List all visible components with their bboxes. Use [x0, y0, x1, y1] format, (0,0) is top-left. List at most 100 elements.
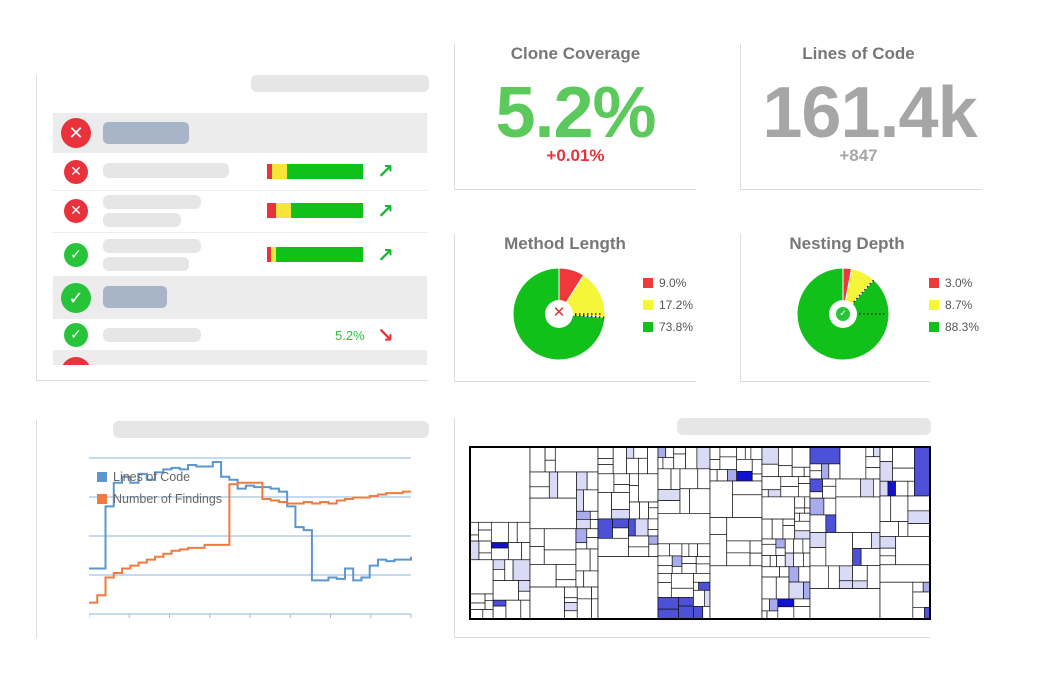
check-group-partial[interactable]	[53, 351, 427, 365]
treemap-cell	[892, 446, 915, 469]
treemap-cell	[583, 570, 599, 588]
treemap-cell	[777, 598, 795, 608]
check-row[interactable]: ✕ ↗	[53, 153, 427, 191]
card-title: Lines of Code	[802, 44, 915, 63]
row-value: 5.2%	[335, 328, 365, 343]
treemap-cell	[670, 573, 694, 589]
row-label-placeholder	[103, 239, 201, 253]
treemap-cell	[803, 466, 811, 478]
lines-of-code-card[interactable]: Lines of Code 161.4k +847	[740, 44, 982, 190]
treemap-cell	[788, 581, 804, 600]
treemap-cell	[732, 480, 763, 496]
code-treemap[interactable]	[469, 446, 931, 622]
treemap-cell	[791, 466, 805, 478]
treemap-cell	[804, 496, 811, 509]
treemap-cell	[669, 543, 683, 557]
treemap-cell	[782, 525, 796, 540]
treemap-cell	[626, 457, 639, 475]
treemap-cell	[575, 542, 588, 550]
treemap-cell	[809, 491, 823, 499]
treemap-cell	[704, 589, 711, 607]
check-row[interactable]: ✓ ↗	[53, 233, 427, 277]
treemap-cell	[719, 456, 738, 471]
treemap-cell	[586, 471, 599, 491]
treemap-cell	[809, 514, 827, 533]
close-icon: ✕	[61, 118, 91, 148]
check-group-passed[interactable]: ✓	[53, 277, 427, 319]
treemap-cell	[648, 507, 659, 520]
treemap-cell	[803, 581, 811, 600]
treemap-cell	[648, 501, 659, 509]
treemap-cell	[912, 581, 924, 593]
treemap-cell	[736, 471, 753, 482]
treemap-cell	[516, 521, 531, 543]
row-label-placeholder	[103, 328, 201, 342]
treemap-cell	[478, 521, 492, 531]
treemap-cell	[529, 486, 550, 499]
treemap-cell	[693, 606, 704, 620]
treemap-cell	[761, 576, 777, 600]
treemap-cell	[670, 468, 681, 490]
treemap-cell	[794, 507, 805, 514]
treemap-cell	[529, 528, 545, 548]
treemap-cell	[793, 538, 804, 554]
treemap-cell	[784, 538, 795, 554]
check-row[interactable]: ✕ ↗	[53, 191, 427, 233]
treemap-cell	[780, 486, 799, 498]
treemap-cell	[778, 446, 793, 467]
treemap-cell	[492, 569, 506, 581]
treemap-cell	[492, 580, 519, 601]
treemap-cell	[665, 446, 675, 458]
treemap-cell	[809, 463, 823, 472]
row-sublabel-placeholder	[103, 257, 189, 271]
treemap-cell	[865, 467, 881, 480]
treemap-cell	[761, 610, 768, 620]
clone-coverage-value: 5.2%	[495, 73, 656, 153]
trend-down-icon: ↘	[377, 323, 394, 347]
treemap-cell	[695, 563, 711, 574]
treemap-cell	[726, 552, 751, 567]
treemap-cell	[576, 471, 588, 491]
treemap-cell	[529, 546, 545, 565]
treemap-cell	[685, 446, 698, 470]
treemap-cell	[767, 489, 782, 498]
treemap-cell	[809, 565, 829, 589]
pie-center	[545, 300, 573, 328]
treemap-cell	[564, 602, 578, 612]
treemap-cell	[784, 552, 794, 568]
check-icon: ✓	[61, 283, 91, 313]
treemap-cell	[508, 521, 518, 543]
method-length-card[interactable]: Method Length ✕ 9.0% 17.2% 73.8%	[454, 234, 696, 382]
treemap-cell	[822, 478, 837, 487]
check-group-failed[interactable]: ✕	[53, 113, 427, 153]
treemap-cell	[673, 446, 686, 455]
treemap-cell	[626, 446, 635, 459]
treemap-cell	[898, 521, 909, 537]
treemap-cell	[803, 507, 811, 514]
treemap-cell	[693, 581, 700, 591]
treemap-cell	[597, 556, 659, 620]
check-row[interactable]: ✓ 5.2% ↘	[53, 319, 427, 351]
legend-item-green: 73.8%	[643, 320, 693, 334]
treemap-cell	[575, 528, 588, 544]
trend-up-icon: ↗	[377, 199, 394, 223]
treemap-cell	[678, 597, 694, 607]
treemap-cell	[678, 605, 694, 620]
check-icon: ✓	[836, 307, 850, 321]
treemap-cell	[490, 521, 509, 543]
treemap-cell	[828, 463, 841, 480]
treemap-cell	[809, 532, 827, 548]
treemap-cell	[657, 543, 670, 557]
treemap-cell	[575, 570, 585, 588]
treemap-cell	[809, 446, 841, 465]
treemap-cell	[769, 555, 777, 568]
treemap-cell	[698, 581, 711, 591]
clone-coverage-card[interactable]: Clone Coverage 5.2% +0.01%	[454, 44, 696, 190]
treemap-cell	[508, 542, 523, 561]
nesting-depth-card[interactable]: Nesting Depth ✓ 3.0% 8.7% 88.3%	[740, 234, 979, 382]
treemap-cell	[827, 565, 840, 589]
treemap-cell	[782, 518, 796, 527]
treemap-cell	[469, 534, 479, 542]
treemap-cell	[879, 536, 897, 549]
treemap-cell	[736, 459, 753, 472]
